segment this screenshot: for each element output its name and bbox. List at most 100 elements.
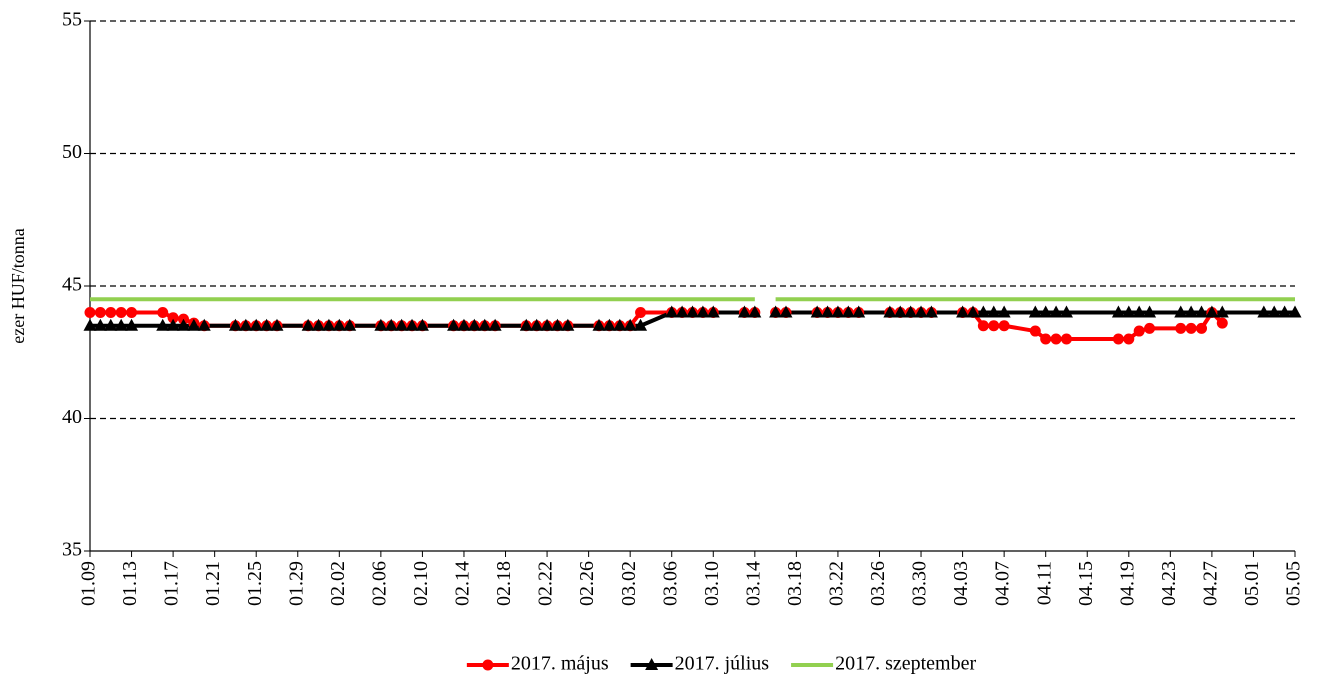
legend-label: 2017. július: [675, 653, 770, 675]
x-tick-label: 02.10: [410, 561, 432, 606]
marker: [1112, 333, 1124, 345]
marker: [1195, 305, 1209, 318]
marker: [613, 318, 627, 331]
marker: [1215, 305, 1229, 318]
marker: [634, 318, 648, 331]
marker: [1132, 305, 1146, 318]
marker: [686, 305, 699, 318]
marker: [176, 318, 190, 331]
marker: [998, 320, 1010, 332]
marker: [104, 318, 118, 331]
marker: [1060, 333, 1072, 345]
x-tick-label: 02.14: [452, 561, 474, 606]
x-tick-label: 03.18: [784, 561, 806, 606]
marker: [301, 318, 315, 331]
marker: [187, 318, 201, 331]
marker: [105, 307, 117, 318]
marker: [635, 307, 647, 318]
x-tick-label: 04.03: [950, 561, 972, 606]
marker: [1278, 305, 1292, 318]
marker: [530, 318, 544, 331]
y-tick-label: 45: [62, 274, 82, 296]
x-tick-label: 04.11: [1033, 561, 1055, 605]
marker: [83, 318, 97, 331]
x-tick-label: 01.29: [285, 561, 307, 606]
y-tick-label: 40: [62, 406, 82, 428]
marker: [1216, 317, 1228, 329]
marker: [987, 305, 1001, 318]
x-tick-label: 01.13: [119, 561, 141, 606]
marker: [1039, 305, 1053, 318]
marker: [924, 305, 938, 318]
marker: [1059, 305, 1073, 318]
marker: [343, 318, 357, 331]
marker: [332, 318, 346, 331]
marker: [482, 659, 494, 671]
marker: [249, 318, 263, 331]
marker: [1288, 305, 1302, 318]
marker: [748, 305, 762, 318]
x-tick-label: 01.25: [244, 561, 266, 606]
x-tick-label: 04.27: [1199, 561, 1221, 606]
x-tick-label: 02.18: [493, 561, 515, 606]
marker: [852, 305, 866, 318]
x-tick-label: 04.23: [1158, 561, 1180, 606]
marker: [645, 658, 659, 670]
marker: [1040, 333, 1052, 345]
x-tick-label: 03.14: [742, 561, 764, 606]
marker: [126, 307, 138, 318]
marker: [260, 318, 274, 331]
marker: [1196, 322, 1208, 334]
marker: [831, 305, 845, 318]
marker: [696, 305, 710, 318]
legend-label: 2017. szeptember: [835, 653, 976, 675]
marker: [988, 320, 1000, 332]
marker: [977, 320, 989, 332]
marker: [405, 318, 419, 331]
marker: [1029, 325, 1041, 337]
marker: [1028, 305, 1042, 318]
marker: [904, 305, 918, 318]
x-tick-label: 05.01: [1241, 561, 1263, 606]
marker: [157, 307, 169, 318]
marker: [841, 305, 855, 318]
marker: [115, 307, 127, 318]
x-tick-label: 02.22: [535, 561, 557, 606]
marker: [1133, 325, 1145, 337]
x-tick-label: 03.26: [867, 561, 889, 606]
x-tick-label: 03.30: [909, 561, 931, 606]
marker: [167, 312, 179, 324]
marker: [810, 305, 824, 318]
marker: [1175, 322, 1187, 334]
marker: [1144, 322, 1156, 334]
marker: [1111, 305, 1125, 318]
legend-label: 2017. május: [511, 653, 609, 675]
marker: [1267, 305, 1281, 318]
y-tick-label: 35: [62, 539, 82, 561]
x-tick-label: 04.19: [1116, 561, 1138, 606]
marker: [1185, 322, 1197, 334]
marker: [675, 305, 689, 318]
marker: [1143, 305, 1157, 318]
marker: [166, 318, 180, 331]
marker: [623, 318, 637, 331]
marker: [561, 318, 575, 331]
marker: [665, 305, 679, 318]
marker: [1050, 333, 1062, 345]
marker: [893, 305, 907, 318]
marker: [519, 318, 533, 331]
marker: [156, 318, 170, 331]
marker: [84, 307, 96, 318]
marker: [125, 318, 139, 331]
marker: [1123, 333, 1135, 345]
marker: [1205, 305, 1219, 318]
x-tick-label: 03.22: [826, 561, 848, 606]
x-tick-label: 03.10: [701, 561, 723, 606]
marker: [550, 318, 564, 331]
x-tick-label: 04.07: [992, 561, 1014, 606]
marker: [312, 318, 326, 331]
marker: [415, 318, 429, 331]
x-tick-label: 01.09: [78, 561, 100, 606]
x-tick-label: 01.17: [161, 561, 183, 606]
